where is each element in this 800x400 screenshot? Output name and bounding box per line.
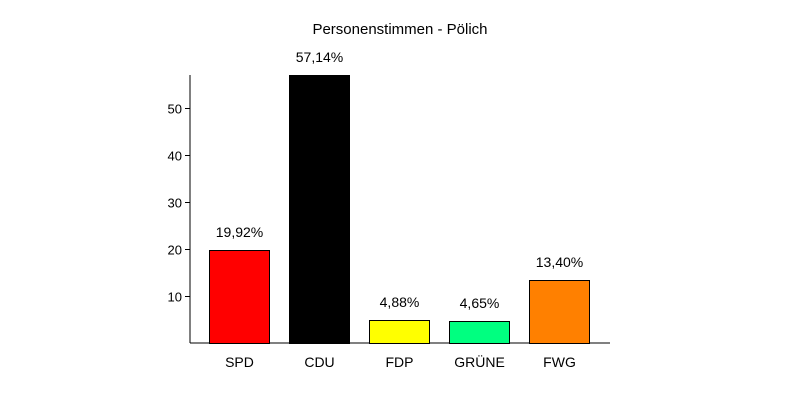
y-tick-label: 20 [168,243,182,258]
y-tick-label: 10 [168,290,182,305]
category-label: CDU [304,354,334,370]
bar-fwg [529,280,590,344]
bars [209,75,590,344]
category-label: FDP [386,354,414,370]
category-label: GRÜNE [454,353,505,370]
category-label: FWG [543,354,576,370]
bar-grne [449,321,510,344]
y-tick-label: 50 [168,102,182,117]
data-label: 13,40% [536,254,583,270]
data-label: 4,65% [460,295,500,311]
chart-title: Personenstimmen - Pölich [312,21,487,38]
data-label: 4,88% [380,294,420,310]
data-label: 57,14% [296,49,343,65]
bar-cdu [289,75,350,344]
labels: 19,92% SPD 57,14% CDU 4,88% FDP 4,65% GRÜNE 13,4… [216,49,583,370]
y-tick-label: 30 [168,196,182,211]
bar-fdp [369,320,430,344]
bar-spd [209,250,270,344]
y-tick-label: 40 [168,149,182,164]
category-label: SPD [225,354,254,370]
data-label: 19,92% [216,224,263,240]
